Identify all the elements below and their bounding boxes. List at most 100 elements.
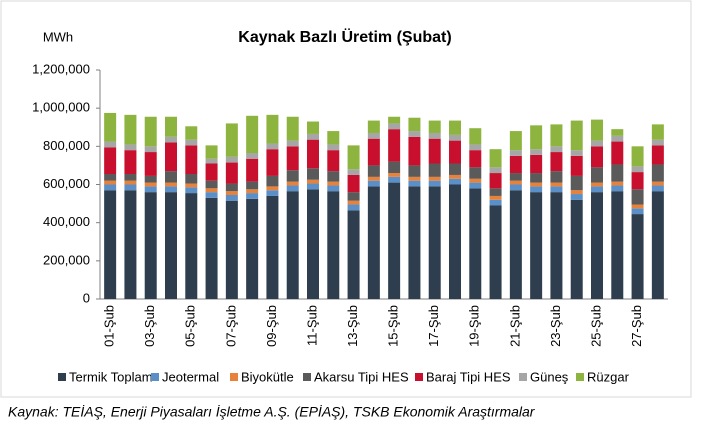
bar-segment (104, 190, 117, 299)
x-tick-label: 09-Şub (264, 305, 279, 347)
bar-segment (266, 175, 279, 187)
x-tick-label: 23-Şub (548, 305, 563, 347)
bar-segment (509, 131, 522, 151)
bar-segment (104, 112, 117, 142)
bar-segment (611, 141, 624, 165)
bar-segment (631, 146, 644, 167)
bar-segment (266, 190, 279, 196)
legend-label: Jeotermal (162, 369, 219, 384)
bar-segment (489, 199, 502, 206)
bar-segment (611, 164, 624, 182)
bar-segment (266, 195, 279, 299)
bar-segment (408, 186, 421, 299)
bar-segment (469, 144, 482, 151)
y-tick-label: 200,000 (43, 252, 90, 267)
bar-segment (144, 192, 157, 299)
bar-segment (631, 208, 644, 215)
bar-segment (347, 210, 360, 299)
bar-segment (367, 138, 380, 166)
bar-segment (530, 154, 543, 174)
bar-segment (509, 155, 522, 174)
x-tick-label: 03-Şub (142, 305, 157, 347)
bar-segment (307, 189, 319, 299)
bar-segment (530, 173, 543, 183)
bar-segment (104, 180, 117, 185)
bar-segment (550, 124, 563, 147)
bar-segment (428, 186, 441, 299)
bar-segment (408, 180, 421, 187)
bar-segment (205, 188, 218, 193)
bar-segment (185, 193, 198, 299)
bar-segment (246, 198, 259, 299)
bar-segment (266, 114, 279, 144)
x-tick-label: 15-Şub (386, 305, 401, 347)
source-note: Kaynak: TEİAŞ, Enerji Piyasaları İşletme… (8, 404, 536, 420)
bar-segment (205, 145, 218, 159)
bar-segment (307, 139, 319, 169)
bar-segment (205, 192, 218, 198)
bar-segment (246, 153, 259, 159)
bar-segment (449, 178, 461, 185)
bar-segment (307, 183, 319, 190)
bar-segment (124, 190, 137, 299)
bar-segment (225, 183, 238, 192)
bar-segment (651, 185, 664, 192)
bar-segment (449, 140, 461, 164)
bar-segment (225, 194, 238, 201)
bar-segment (550, 146, 563, 153)
y-tick-label: 0 (83, 290, 90, 305)
bar-segment (550, 152, 563, 172)
bar-segment (591, 140, 603, 147)
bar-segment (266, 186, 279, 191)
bar-segment (509, 173, 522, 181)
bar-segment (307, 121, 319, 134)
bar-segment (591, 182, 603, 187)
bar-segment (489, 188, 502, 196)
bar-segment (611, 185, 624, 192)
bar-segment (428, 138, 441, 164)
bar-segment (449, 120, 461, 135)
bar-segment (591, 186, 603, 193)
bar-segment (104, 174, 117, 181)
bar-segment (104, 141, 117, 148)
bar-segment (327, 171, 340, 182)
bar-segment (327, 181, 340, 186)
bar-segment (388, 161, 401, 174)
legend-swatch (58, 373, 66, 381)
bar-segment (388, 173, 401, 177)
y-tick-label: 800,000 (43, 138, 90, 153)
x-tick-label: 27-Şub (629, 305, 644, 347)
legend-swatch (151, 373, 159, 381)
bar-segment (449, 174, 461, 179)
bar-segment (651, 181, 664, 186)
bar-segment (124, 174, 137, 181)
bar-segment (408, 136, 421, 166)
bar-segment (104, 184, 117, 191)
bar-segment (611, 191, 624, 299)
bar-segment (165, 182, 177, 187)
bar-segment (591, 146, 603, 168)
bar-segment (388, 123, 401, 130)
bar-segment (144, 146, 157, 153)
bar-segment (205, 158, 218, 164)
legend-label: Biyokütle (241, 369, 294, 384)
bar-segment (185, 126, 198, 140)
bar-segment (509, 184, 522, 191)
bar-segment (124, 114, 137, 145)
bar-segment (347, 174, 360, 193)
bar-segment (530, 186, 543, 193)
bar-segment (266, 149, 279, 176)
legend-label: Termik Toplam (69, 369, 153, 384)
bar-segment (611, 135, 624, 142)
bar-segment (631, 189, 644, 205)
bar-segment (570, 150, 583, 156)
bar-segment (347, 169, 360, 175)
bar-segment (367, 180, 380, 187)
bar-segment (489, 173, 502, 189)
x-tick-label: 05-Şub (183, 305, 198, 347)
legend-swatch (415, 373, 423, 381)
bar-segment (144, 175, 157, 183)
bar-segment (489, 205, 502, 299)
bar-segment (144, 152, 157, 176)
bar-segment (144, 116, 157, 147)
